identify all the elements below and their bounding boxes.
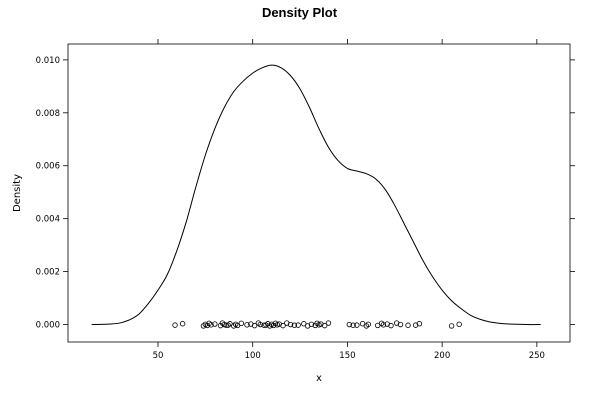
- rug-point: [397, 321, 404, 328]
- rug-point: [350, 322, 356, 328]
- rug-point: [325, 320, 332, 326]
- y-axis-label: Density: [12, 174, 23, 212]
- rug-point: [346, 321, 353, 328]
- y-tick-label: 0.000: [36, 321, 60, 331]
- chart-title: Density Plot: [262, 5, 338, 20]
- rug-points: [172, 320, 462, 329]
- y-tick-label: 0.006: [36, 162, 60, 172]
- y-tick-label: 0.004: [36, 215, 60, 225]
- density-line: [91, 64, 541, 326]
- rug-point: [238, 320, 245, 327]
- rug-point: [251, 322, 258, 329]
- rug-point: [365, 321, 371, 328]
- rug-point: [212, 321, 218, 327]
- x-axis-label: x: [316, 373, 322, 384]
- x-tick-label: 100: [245, 351, 261, 361]
- rug-point: [291, 322, 298, 328]
- x-tick-label: 200: [434, 351, 450, 361]
- rug-point: [172, 322, 178, 328]
- rug-point: [208, 322, 214, 328]
- rug-point: [405, 322, 411, 328]
- rug-point: [354, 322, 360, 328]
- rug-point: [287, 321, 294, 328]
- rug-point: [321, 322, 328, 329]
- x-tick-label: 150: [339, 351, 355, 361]
- rug-point: [380, 322, 387, 328]
- plot-frame: [67, 43, 571, 343]
- rug-point: [244, 322, 250, 328]
- axis-tick-labels: 50 100 150 200 250 0.000 0.002 0.004 0.006 0.008 0…: [36, 56, 545, 361]
- x-tick-label: 50: [153, 351, 164, 361]
- rug-point: [295, 322, 301, 328]
- rug-point: [456, 321, 462, 328]
- rug-point: [280, 322, 286, 329]
- rug-point: [416, 321, 423, 327]
- rug-point: [179, 321, 186, 327]
- rug-point: [257, 321, 263, 328]
- rug-point: [448, 323, 455, 329]
- y-tick-label: 0.008: [36, 109, 60, 119]
- y-tick-label: 0.002: [36, 268, 60, 278]
- y-tick-label: 0.010: [36, 56, 60, 66]
- axis-ticks: [63, 39, 575, 347]
- rug-point: [308, 321, 315, 328]
- x-tick-label: 250: [529, 351, 545, 361]
- rug-point: [388, 322, 394, 329]
